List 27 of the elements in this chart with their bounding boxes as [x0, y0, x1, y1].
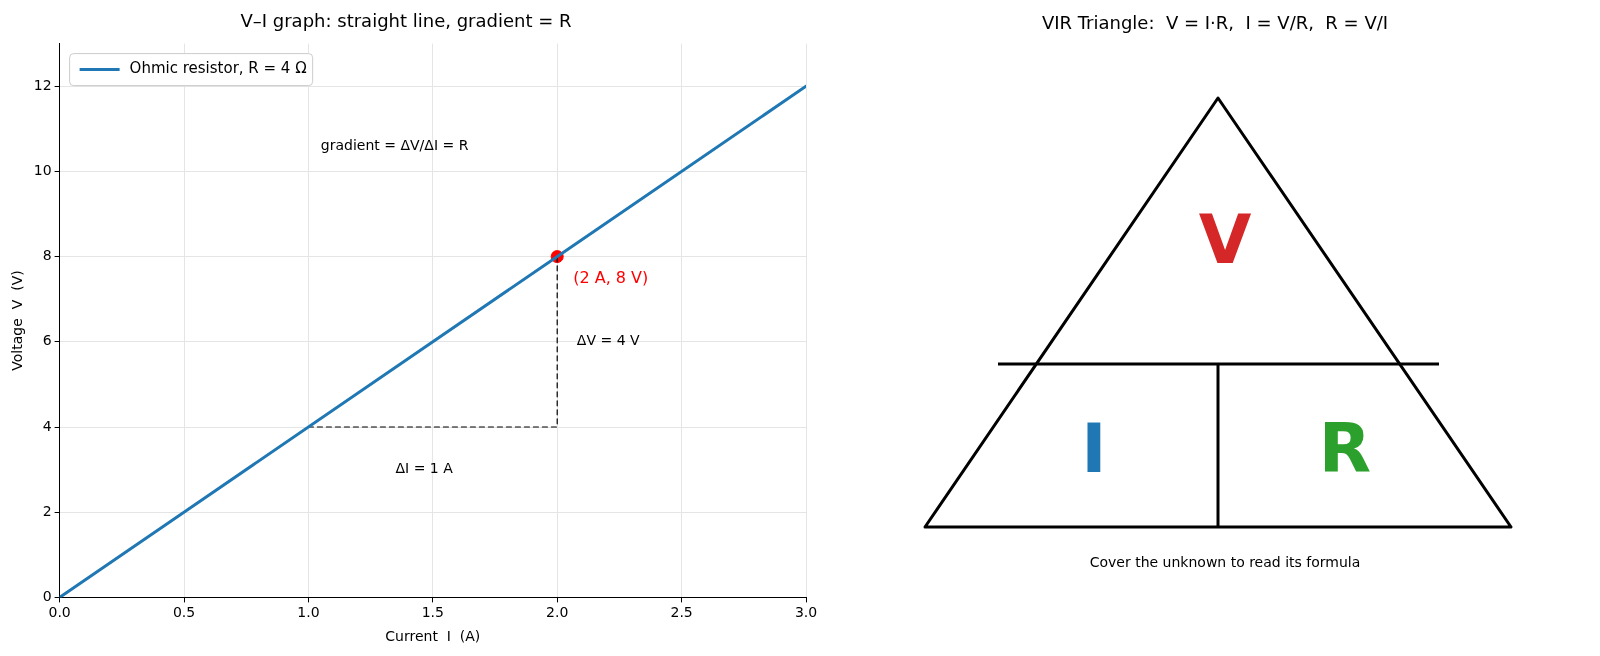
annotation: ΔI = 1 A [395, 460, 454, 477]
data-label: (2 A, 8 V) [573, 267, 649, 287]
y-tick-label: 2 [42, 502, 52, 519]
text: VIR Triangle: V = I·R, I = V/R, R = V/I [1040, 12, 1390, 33]
legend-label: Ohmic resistor, R = 4 Ω [129, 59, 307, 78]
y-tick-label: 10 [33, 162, 52, 179]
text: I [1080, 408, 1108, 490]
x-tick-label: 3.0 [794, 604, 818, 621]
x-axis-title: Current I (A) [385, 628, 481, 645]
annotation: ΔV = 4 V [576, 332, 640, 349]
text: Cover the unknown to read its formula [1088, 554, 1362, 570]
y-tick-label: 4 [42, 417, 52, 434]
x-tick-label: 2.5 [670, 604, 693, 621]
x-tick-label: 0.5 [172, 604, 196, 621]
x-tick-label: 0.0 [48, 604, 71, 621]
x-tick-label: 1.5 [421, 604, 444, 621]
y-tick-label: 8 [42, 247, 52, 264]
y-tick-label: 12 [33, 76, 52, 93]
x-tick-label: 1.0 [297, 604, 320, 621]
x-tick-label: 2.0 [546, 604, 569, 621]
y-tick-label: 6 [42, 332, 52, 349]
text: R [1317, 408, 1373, 490]
y-tick-label: 0 [42, 588, 52, 605]
text: V [1197, 199, 1253, 281]
y-axis-title: Voltage V (V) [9, 270, 26, 371]
chart-title: V–I graph: straight line, gradient = R [240, 10, 572, 32]
annotation: gradient = ΔV/ΔI = R [320, 136, 469, 153]
